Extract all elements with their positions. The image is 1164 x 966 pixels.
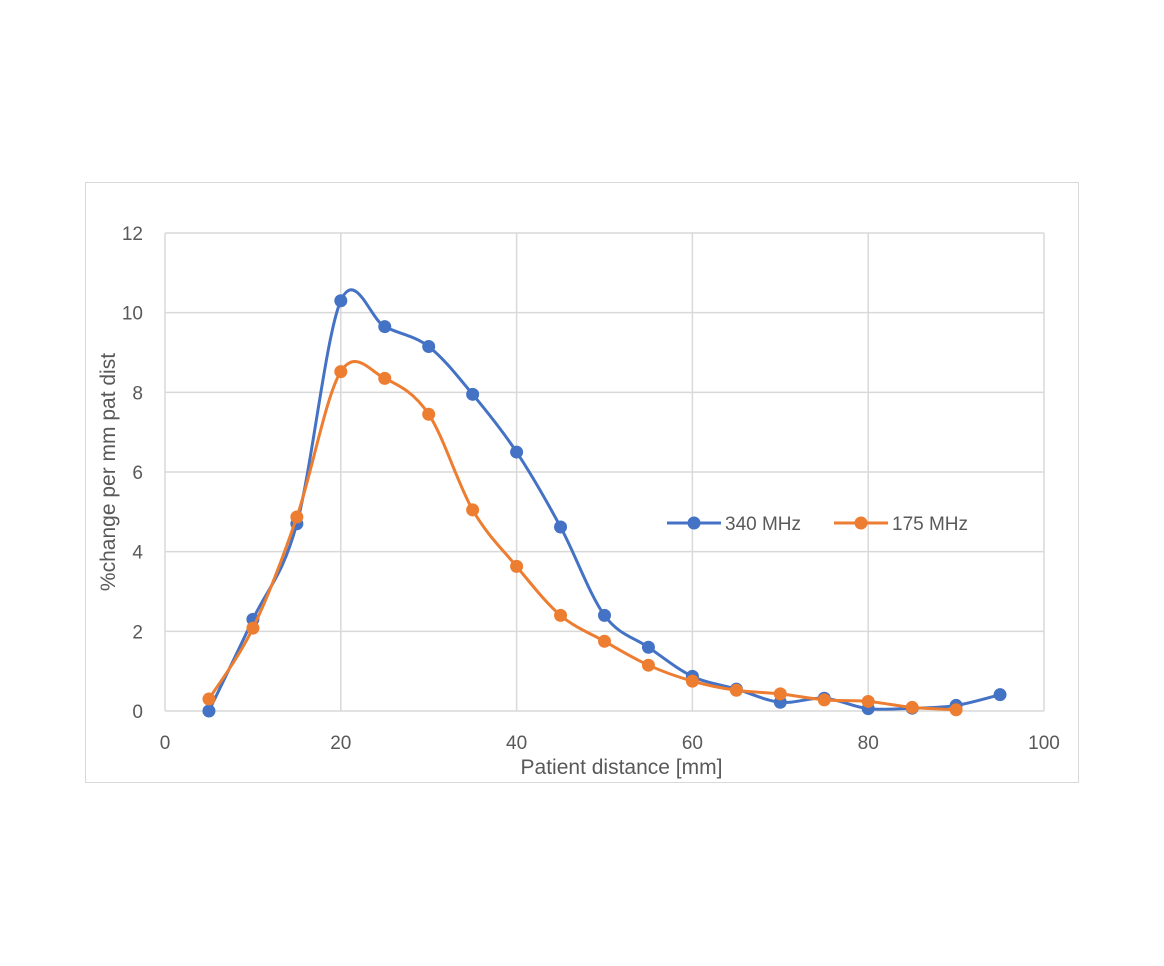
series-1-point-3 <box>334 365 348 379</box>
x-axis-title: Patient distance [mm] <box>521 756 723 779</box>
series-0-point-10 <box>641 640 655 654</box>
x-tick-label-2: 40 <box>506 733 527 754</box>
series-line-1 <box>207 360 957 712</box>
legend: 340 MHz 175 MHz <box>667 514 968 535</box>
y-tick-label-4: 8 <box>132 383 143 404</box>
series-0-point-8 <box>554 520 568 534</box>
line-chart: 0 2 4 6 8 10 12 0 20 40 60 80 100 Patient distance [… <box>97 224 1060 779</box>
series-0-point-5 <box>422 340 436 354</box>
x-tick-label-4: 80 <box>858 733 879 754</box>
series-0-point-9 <box>598 608 611 622</box>
series-layer <box>202 288 1007 718</box>
y-tick-label-0: 0 <box>132 702 143 723</box>
legend-label-1: 175 MHz <box>892 514 968 535</box>
series-1-point-12 <box>729 683 743 697</box>
series-0-point-0 <box>202 704 216 718</box>
series-1-point-16 <box>905 700 919 714</box>
series-1-point-17 <box>949 703 963 717</box>
y-tick-label-6: 12 <box>122 224 143 245</box>
series-1-point-14 <box>817 693 831 707</box>
grid-layer <box>164 232 1045 712</box>
series-1-point-5 <box>422 407 436 421</box>
y-tick-label-1: 2 <box>132 622 143 643</box>
series-line-0 <box>207 288 1001 712</box>
series-0-point-6 <box>466 387 480 401</box>
legend-label-0: 340 MHz <box>725 514 801 535</box>
series-1-point-7 <box>510 559 524 573</box>
y-tick-label-5: 10 <box>122 304 143 325</box>
series-1-point-4 <box>378 371 392 385</box>
tick-labels: 0 2 4 6 8 10 12 0 20 40 60 80 100 <box>122 224 1060 754</box>
series-0-point-4 <box>378 320 392 334</box>
series-1-point-2 <box>290 510 304 524</box>
series-1-point-11 <box>685 674 699 688</box>
legend-marker-1 <box>854 516 868 530</box>
series-1-point-13 <box>773 687 787 701</box>
x-tick-label-1: 20 <box>330 733 351 754</box>
series-0-point-7 <box>510 445 524 459</box>
series-0-point-18 <box>993 688 1007 702</box>
series-1-point-9 <box>598 634 611 648</box>
series-1-point-15 <box>861 694 875 708</box>
series-1-point-10 <box>641 658 655 672</box>
y-tick-label-3: 6 <box>132 463 143 484</box>
x-tick-label-3: 60 <box>682 733 703 754</box>
series-1-point-6 <box>466 503 480 517</box>
legend-marker-0 <box>687 516 701 530</box>
x-tick-label-0: 0 <box>160 733 171 754</box>
x-tick-label-5: 100 <box>1028 733 1060 754</box>
y-axis-title: %change per mm pat dist <box>97 353 120 591</box>
chart-frame: 0 2 4 6 8 10 12 0 20 40 60 80 100 Patient distance [… <box>85 182 1079 783</box>
y-tick-label-2: 4 <box>132 543 143 564</box>
series-1-point-8 <box>554 608 568 622</box>
series-1-point-0 <box>202 692 216 706</box>
series-1-point-1 <box>246 621 260 635</box>
series-0-point-3 <box>334 294 348 308</box>
